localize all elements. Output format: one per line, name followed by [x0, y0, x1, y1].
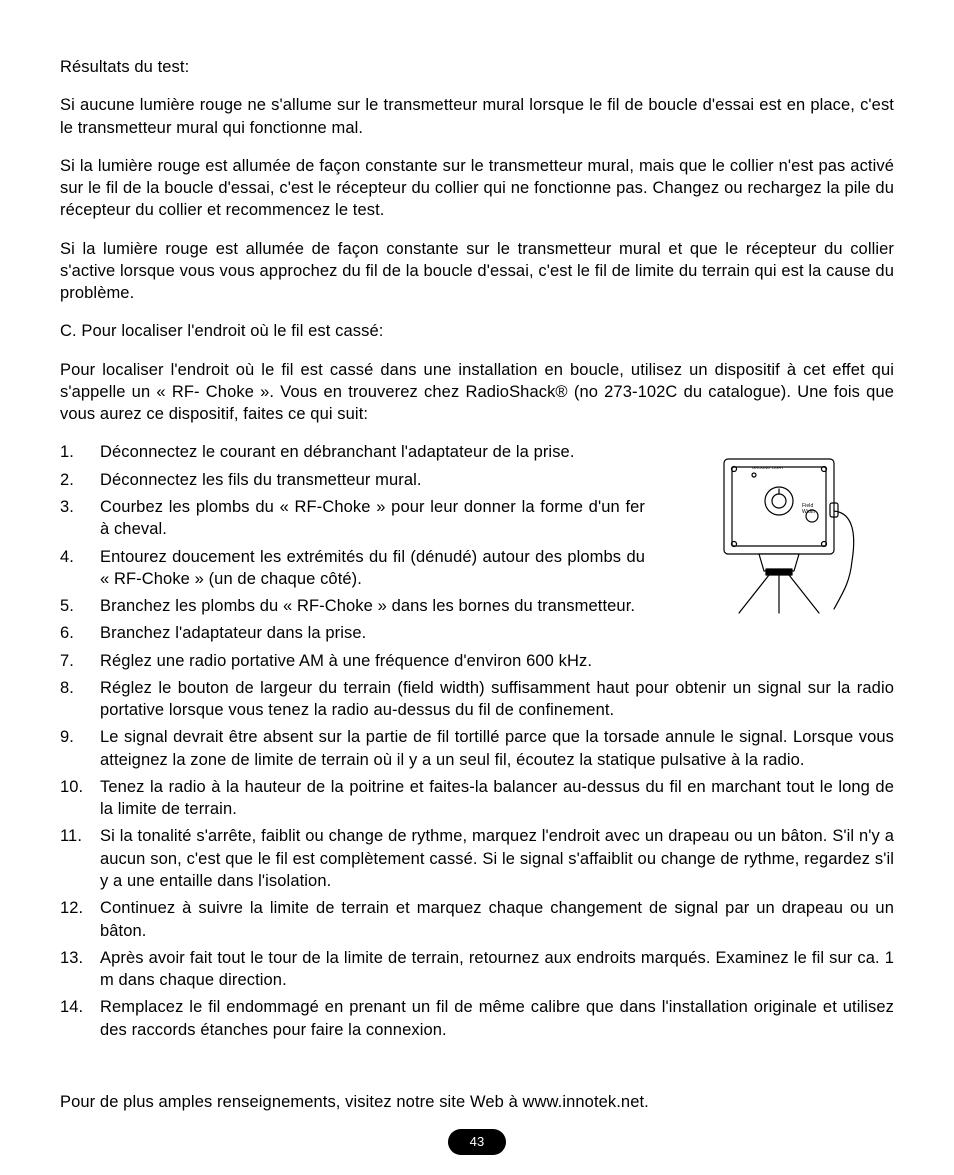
transmitter-diagram: GROUND LIGHT Field Width [684, 441, 894, 616]
step-item: 3.Courbez les plombs du « RF-Choke » pou… [60, 496, 666, 541]
step-number: 13. [60, 947, 100, 969]
step-number: 7. [60, 650, 100, 672]
step-text: Réglez le bouton de largeur du terrain (… [100, 677, 894, 722]
step-text: Le signal devrait être absent sur la par… [100, 726, 894, 771]
step-item: 10.Tenez la radio à la hauteur de la poi… [60, 776, 894, 821]
step-text: Branchez les plombs du « RF-Choke » dans… [100, 595, 645, 617]
page-number-badge: 43 [448, 1129, 507, 1155]
step-number: 5. [60, 595, 100, 617]
step-number: 1. [60, 441, 100, 463]
paragraph-result-3: Si la lumière rouge est allumée de façon… [60, 238, 894, 305]
step-item: 9.Le signal devrait être absent sur la p… [60, 726, 894, 771]
step-text: Réglez une radio portative AM à une fréq… [100, 650, 894, 672]
step-number: 14. [60, 996, 100, 1018]
step-number: 12. [60, 897, 100, 919]
figure-label-right-2: Width [802, 509, 815, 515]
step-text: Remplacez le fil endommagé en prenant un… [100, 996, 894, 1041]
step-text: Continuez à suivre la limite de terrain … [100, 897, 894, 942]
step-item: 4.Entourez doucement les extrémités du f… [60, 546, 666, 591]
step-item: 5.Branchez les plombs du « RF-Choke » da… [60, 595, 666, 617]
steps-with-figure: GROUND LIGHT Field Width 1.Déconnectez l… [60, 441, 894, 1056]
step-item: 13.Après avoir fait tout le tour de la l… [60, 947, 894, 992]
step-number: 2. [60, 469, 100, 491]
paragraph-more-info: Pour de plus amples renseignements, visi… [60, 1091, 894, 1113]
step-item: 1.Déconnectez le courant en débranchant … [60, 441, 666, 463]
paragraph-results-heading: Résultats du test: [60, 56, 894, 78]
step-item: 12.Continuez à suivre la limite de terra… [60, 897, 894, 942]
paragraph-result-1: Si aucune lumière rouge ne s'allume sur … [60, 94, 894, 139]
step-item: 7.Réglez une radio portative AM à une fr… [60, 650, 894, 672]
step-text: Après avoir fait tout le tour de la limi… [100, 947, 894, 992]
step-item: 14.Remplacez le fil endommagé en prenant… [60, 996, 894, 1041]
document-page: Résultats du test: Si aucune lumière rou… [0, 0, 954, 1175]
step-text: Entourez doucement les extrémités du fil… [100, 546, 645, 591]
step-text: Si la tonalité s'arrête, faiblit ou chan… [100, 825, 894, 892]
step-text: Courbez les plombs du « RF-Choke » pour … [100, 496, 645, 541]
step-number: 4. [60, 546, 100, 568]
page-number-container: 43 [0, 1129, 954, 1155]
step-number: 3. [60, 496, 100, 518]
step-text: Déconnectez le courant en débranchant l'… [100, 441, 645, 463]
step-number: 11. [60, 825, 100, 847]
paragraph-section-c-heading: C. Pour localiser l'endroit où le fil es… [60, 320, 894, 342]
step-number: 8. [60, 677, 100, 699]
step-number: 9. [60, 726, 100, 748]
paragraph-section-c-intro: Pour localiser l'endroit où le fil est c… [60, 359, 894, 426]
paragraph-result-2: Si la lumière rouge est allumée de façon… [60, 155, 894, 222]
step-number: 6. [60, 622, 100, 644]
step-number: 10. [60, 776, 100, 798]
step-item: 6.Branchez l'adaptateur dans la prise. [60, 622, 666, 644]
step-item: 11.Si la tonalité s'arrête, faiblit ou c… [60, 825, 894, 892]
step-text: Déconnectez les fils du transmetteur mur… [100, 469, 645, 491]
step-text: Tenez la radio à la hauteur de la poitri… [100, 776, 894, 821]
step-item: 2.Déconnectez les fils du transmetteur m… [60, 469, 666, 491]
figure-label-top: GROUND LIGHT [752, 465, 784, 470]
step-text: Branchez l'adaptateur dans la prise. [100, 622, 666, 644]
step-item: 8.Réglez le bouton de largeur du terrain… [60, 677, 894, 722]
